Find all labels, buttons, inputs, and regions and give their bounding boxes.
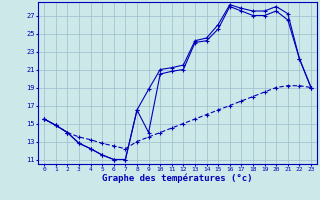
X-axis label: Graphe des températures (°c): Graphe des températures (°c) [102,174,253,183]
